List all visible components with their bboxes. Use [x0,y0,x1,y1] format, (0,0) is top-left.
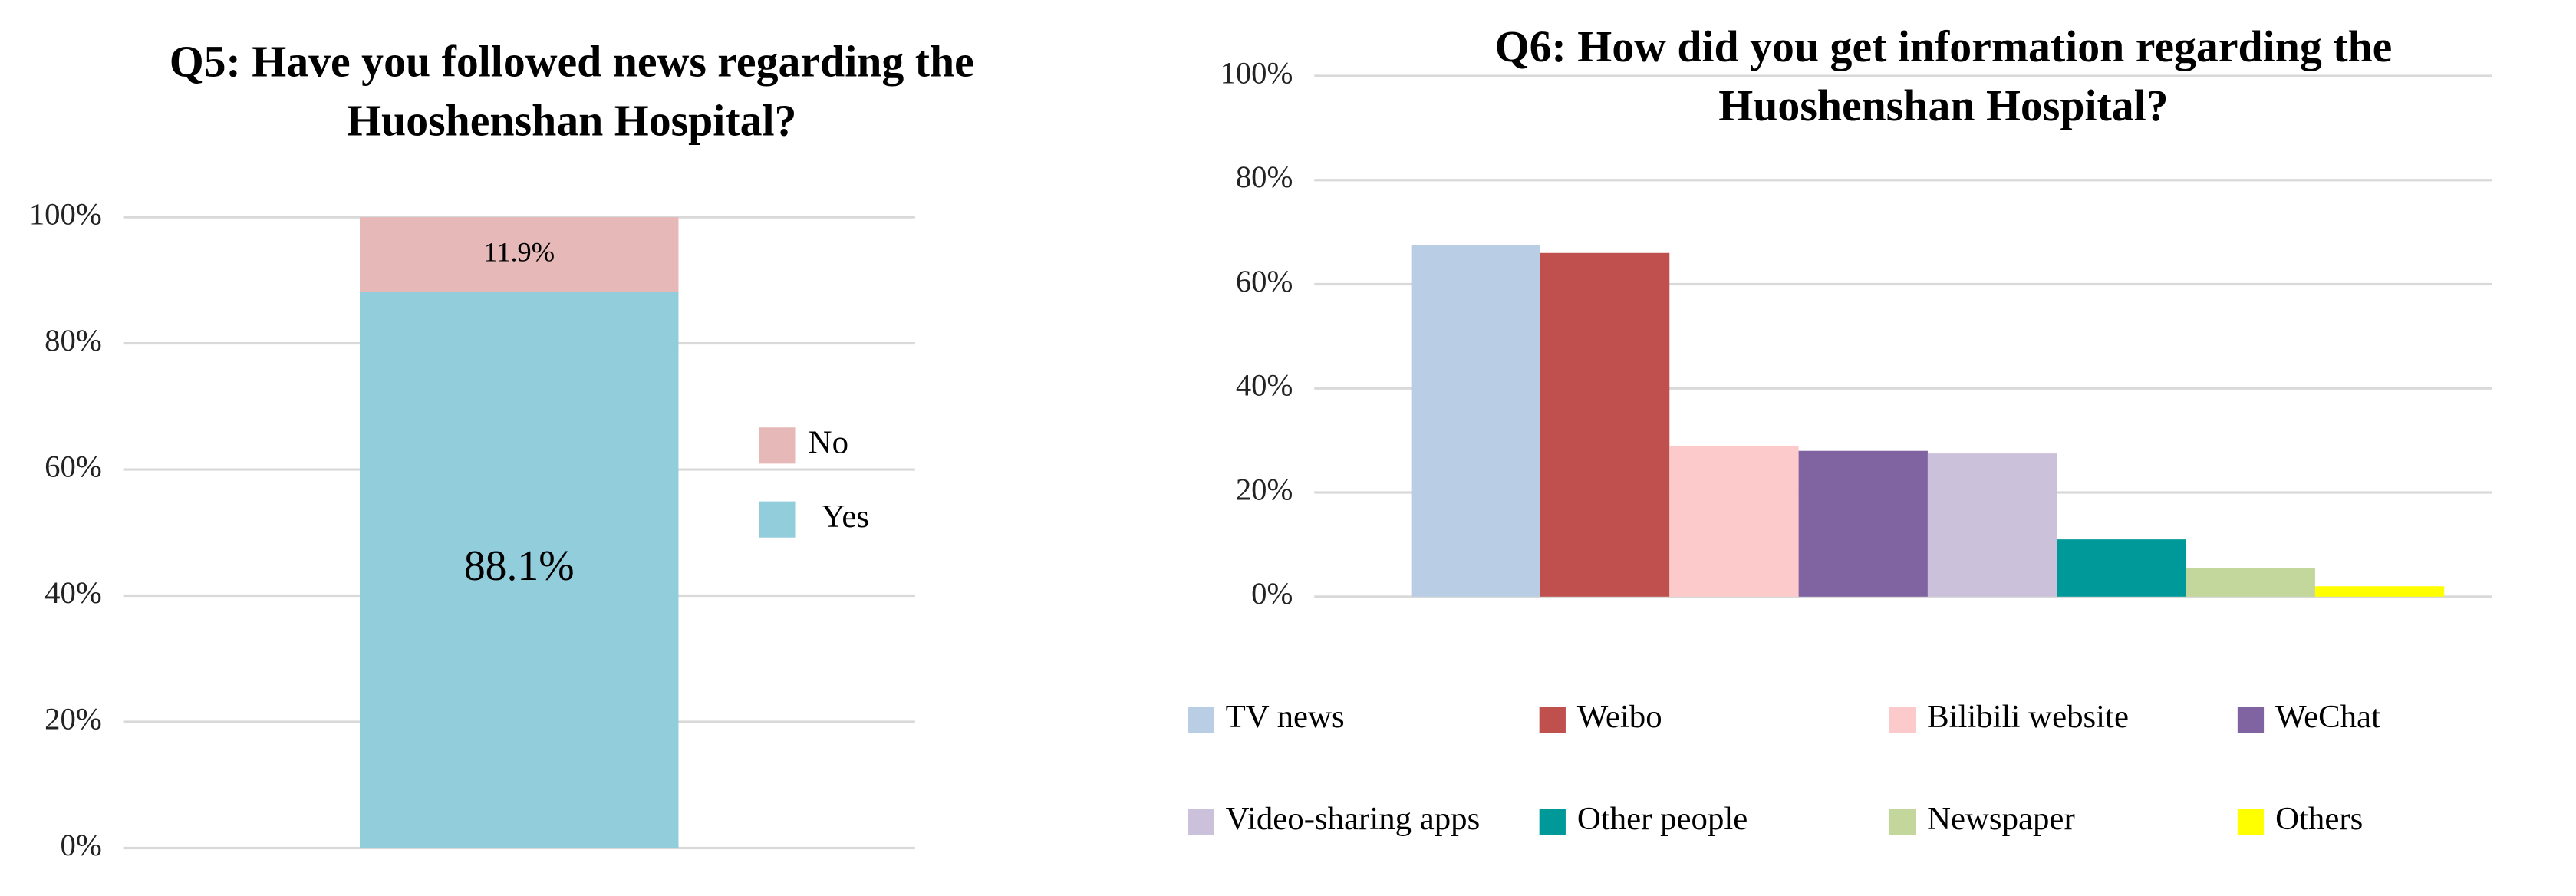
legend-label: WeChat [2275,699,2380,735]
bar [1927,453,2057,597]
bar [1540,252,1670,597]
legend-label: Video-sharing apps [1226,801,1481,837]
legend-label: Others [2275,801,2363,837]
legend-swatch [1539,809,1566,835]
legend-label: Newspaper [1927,801,2075,837]
y-tick-label: 100% [1220,55,1293,90]
legend-label: TV news [1226,699,1345,735]
data-label: 88.1% [464,542,575,590]
bar [2314,586,2445,597]
data-label: 11.9% [483,236,555,267]
legend-label: Bilibili website [1927,699,2129,735]
bar [1411,245,1540,597]
legend-label: Other people [1577,801,1748,837]
bar [2186,568,2315,597]
bar-segment [360,217,679,292]
bar [2057,539,2186,597]
y-tick-label: 0% [1251,576,1293,611]
chart-title: Q6: How did you get information regardin… [1495,21,2393,71]
y-tick-label: 100% [29,196,102,231]
bar [1669,445,1799,597]
legend-swatch [1539,707,1566,733]
y-tick-label: 20% [44,701,102,736]
legend-swatch [1889,707,1916,733]
legend-swatch [759,501,796,538]
legend-label: Weibo [1577,699,1662,735]
legend-swatch [2237,809,2265,835]
legend-swatch [759,427,796,464]
chart-title: Q5: Have you followed news regarding the [170,36,974,86]
legend-label: No [809,425,848,461]
y-tick-label: 0% [61,828,102,862]
chart-title: Huoshenshan Hospital? [347,95,796,145]
y-tick-label: 60% [44,449,102,483]
legend-swatch [1188,707,1214,733]
legend-swatch [1889,809,1916,835]
y-tick-label: 20% [1236,472,1293,506]
y-tick-label: 40% [1236,368,1293,403]
y-tick-label: 80% [44,323,102,357]
legend-swatch [2237,707,2265,733]
bar [1798,450,1928,597]
y-tick-label: 40% [44,575,102,610]
y-tick-label: 80% [1236,160,1293,194]
legend-label: Yes [822,499,869,535]
chart-title: Huoshenshan Hospital? [1718,81,2168,130]
y-tick-label: 60% [1236,264,1293,298]
bar-segment [360,292,679,848]
legend-swatch [1188,809,1214,835]
